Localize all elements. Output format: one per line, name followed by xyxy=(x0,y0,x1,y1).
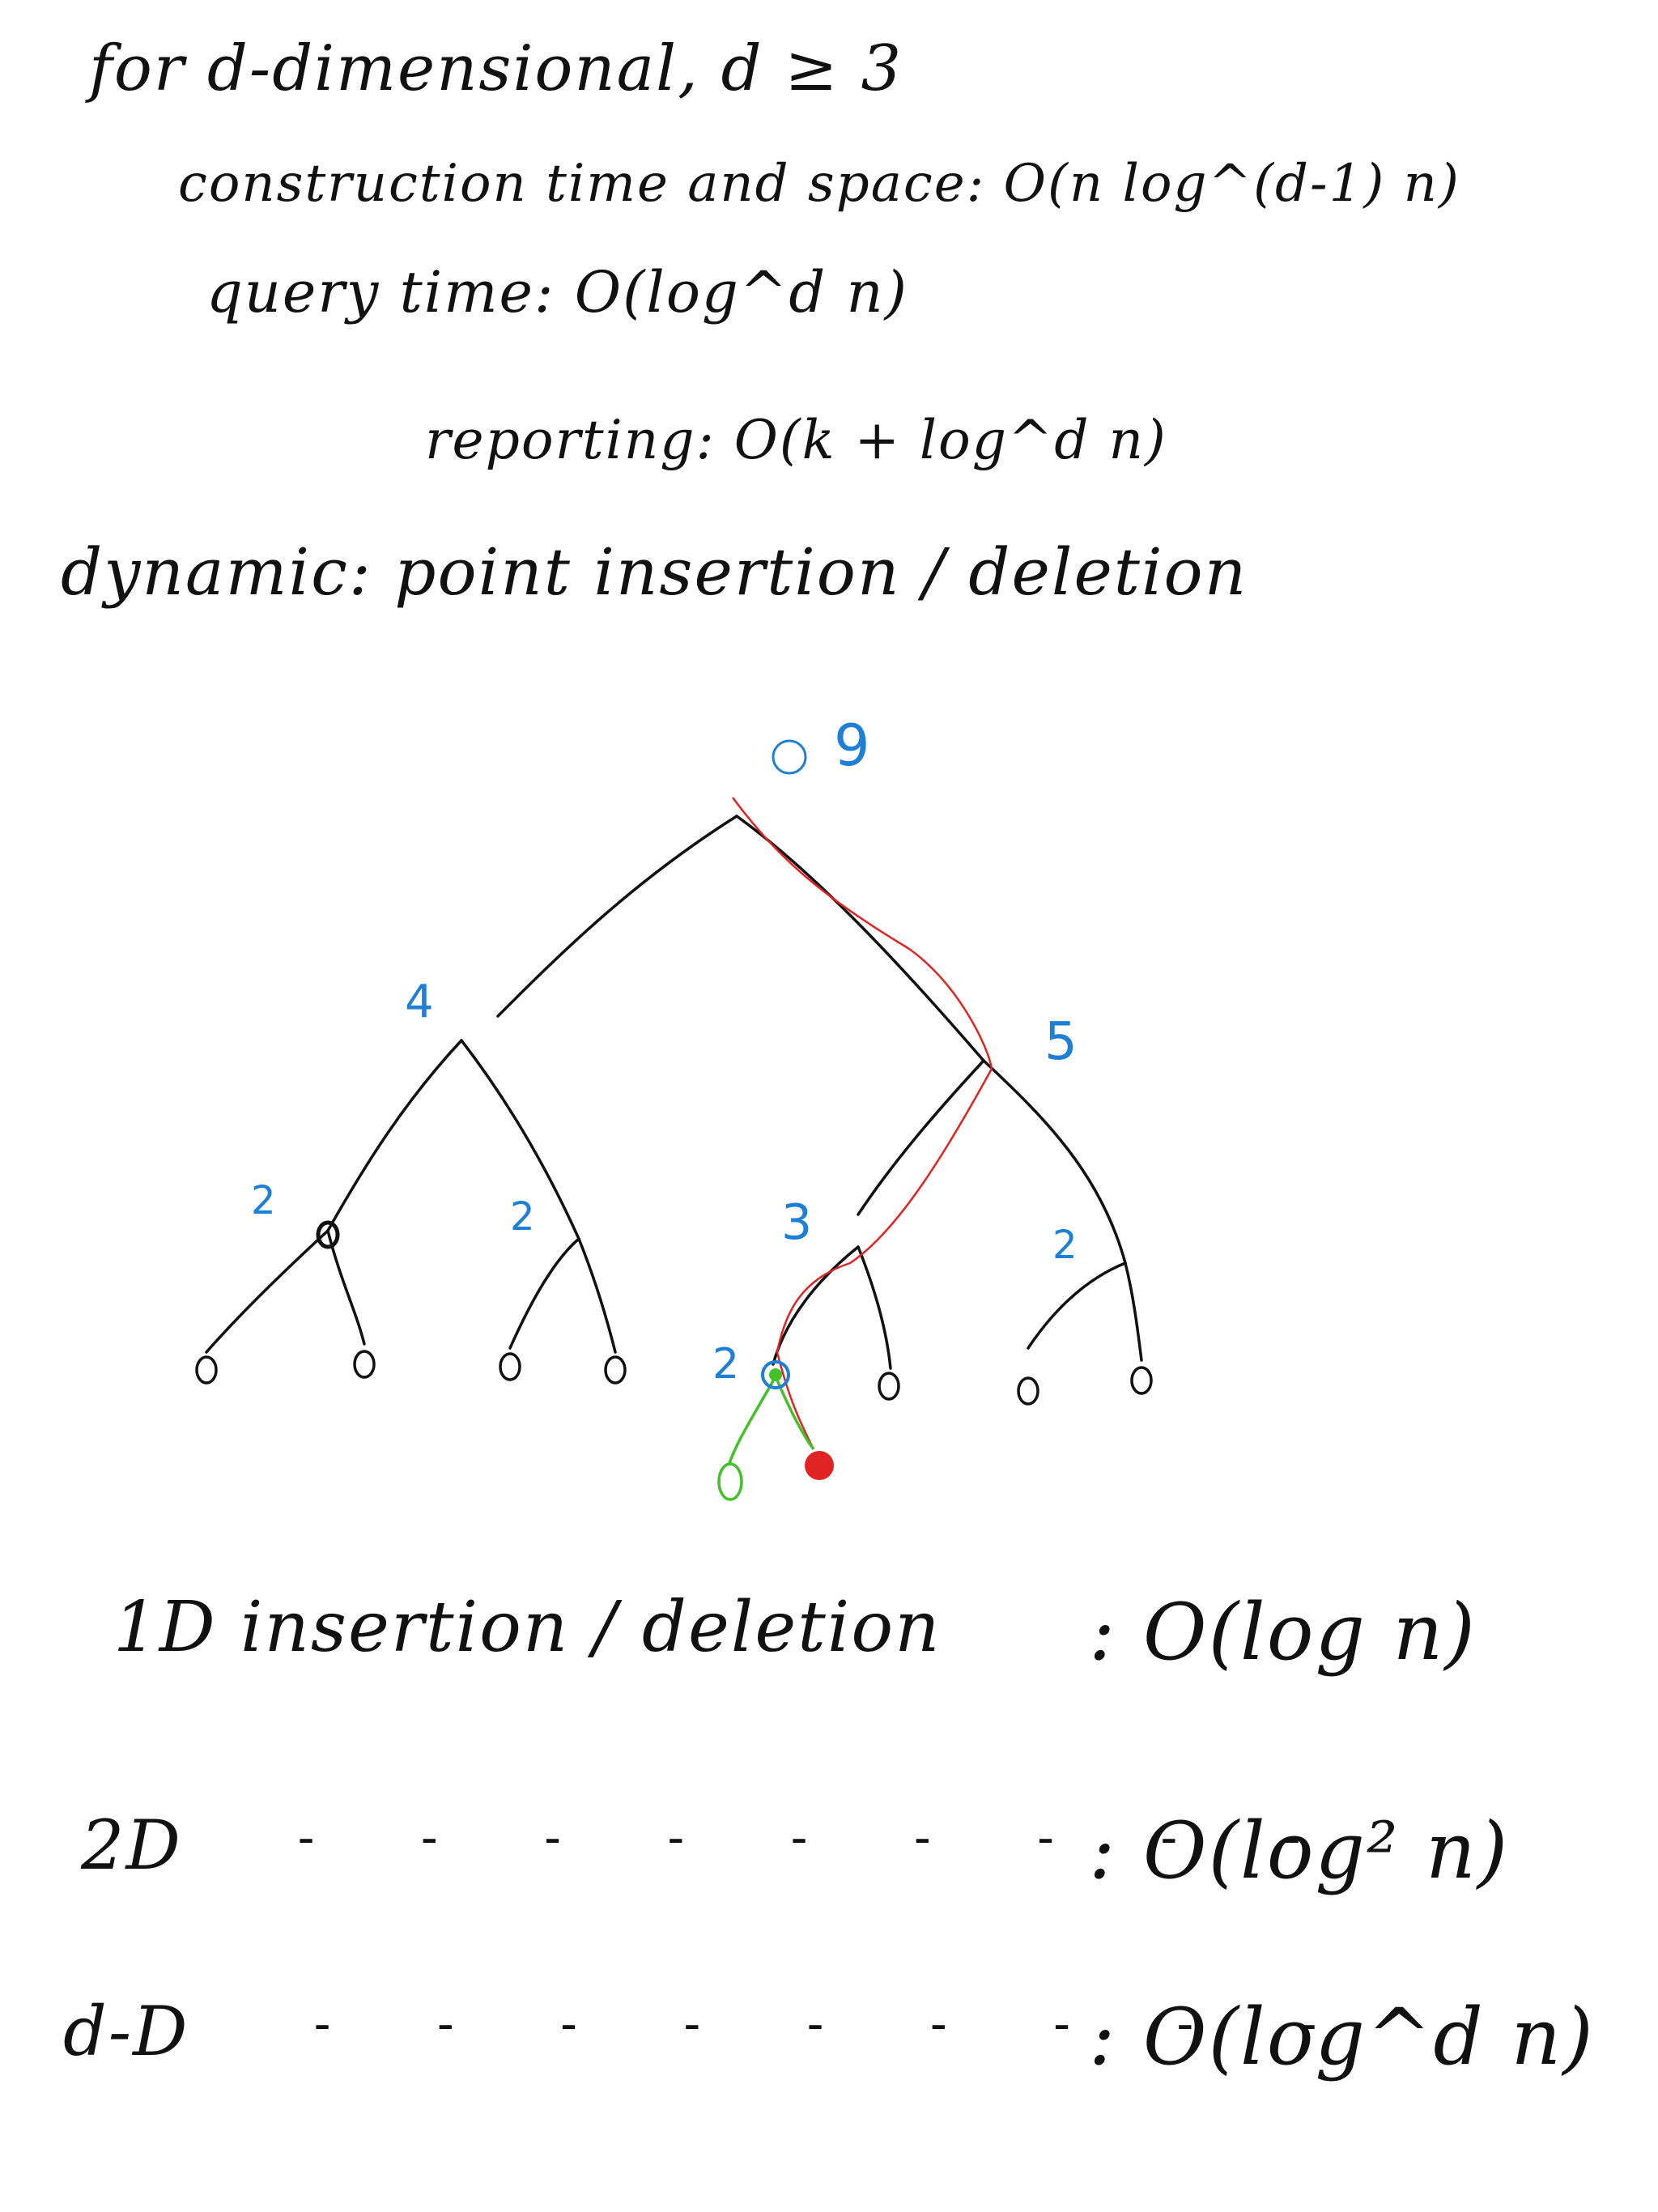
edge-rr-leaf2 xyxy=(1124,1261,1143,1362)
note-line-reporting: reporting: O(k + log^d n) xyxy=(425,409,1167,471)
left-child-count-label: 4 xyxy=(405,976,434,1028)
leaf-node xyxy=(878,1372,900,1401)
inserted-leaf-green xyxy=(717,1462,743,1501)
inner-leaf-count-label: 2 xyxy=(712,1340,740,1389)
edge-right-rr xyxy=(982,1059,1127,1265)
leaf-node xyxy=(195,1355,218,1385)
insert-node-center xyxy=(769,1368,782,1381)
note-line-construction: construction time and space: O(n log^(d-… xyxy=(178,154,1460,214)
leaf-node xyxy=(604,1355,627,1385)
summary-row-dd-value: : O(log^d n) xyxy=(1089,1992,1595,2082)
inner-node-mark xyxy=(316,1220,340,1249)
ditto-dashes: - - - - - - - - - xyxy=(308,1996,1356,2052)
ditto-dashes: - - - - - - - - - xyxy=(291,1810,1340,1866)
edge-lr-leaf1 xyxy=(508,1237,580,1350)
level2-count-label: 2 xyxy=(510,1194,535,1240)
note-line-query: query time: O(log^d n) xyxy=(206,259,908,325)
edge-ll-leaf2 xyxy=(326,1229,366,1346)
edge-left-lr xyxy=(460,1039,580,1240)
leaf-node xyxy=(353,1350,376,1379)
edge-ll-leaf1 xyxy=(205,1229,329,1354)
search-path-red xyxy=(731,797,993,1450)
leaf-node xyxy=(499,1352,521,1381)
summary-row-dd-label: d-D xyxy=(63,1992,189,2071)
level2-count-label: 2 xyxy=(251,1178,276,1223)
insert-node-blue xyxy=(761,1360,790,1389)
summary-row-2d-value: : O(log² n) xyxy=(1089,1806,1510,1896)
edge-root-left xyxy=(496,815,738,1018)
edge-left-ll xyxy=(326,1039,463,1232)
inserted-leaf-red xyxy=(805,1451,834,1480)
edge-lr-leaf2 xyxy=(577,1237,617,1354)
right-child-count-label: 5 xyxy=(1044,1012,1078,1072)
summary-row-1d-value: : O(log n) xyxy=(1089,1587,1477,1678)
leaf-node xyxy=(1130,1366,1153,1395)
note-line-dynamic: dynamic: point insertion / deletion xyxy=(61,534,1248,610)
leaf-node xyxy=(1017,1376,1039,1406)
root-count-scribble xyxy=(772,739,807,775)
edge-root-right xyxy=(735,815,985,1062)
level2-count-label: 3 xyxy=(781,1194,813,1251)
summary-row-2d-label: 2D xyxy=(81,1806,182,1885)
summary-row-1d-label: 1D insertion / deletion xyxy=(113,1587,942,1668)
insert-edge-left xyxy=(727,1376,777,1466)
edge-rr-leaf1 xyxy=(1027,1261,1127,1350)
edge-right-rl xyxy=(857,1059,985,1216)
note-line-dimensions: for d-dimensional, d ≥ 3 xyxy=(89,32,903,105)
level2-count-label: 2 xyxy=(1052,1223,1078,1268)
root-count-label: 9 xyxy=(834,713,870,779)
edge-rl-leaf xyxy=(857,1245,892,1370)
